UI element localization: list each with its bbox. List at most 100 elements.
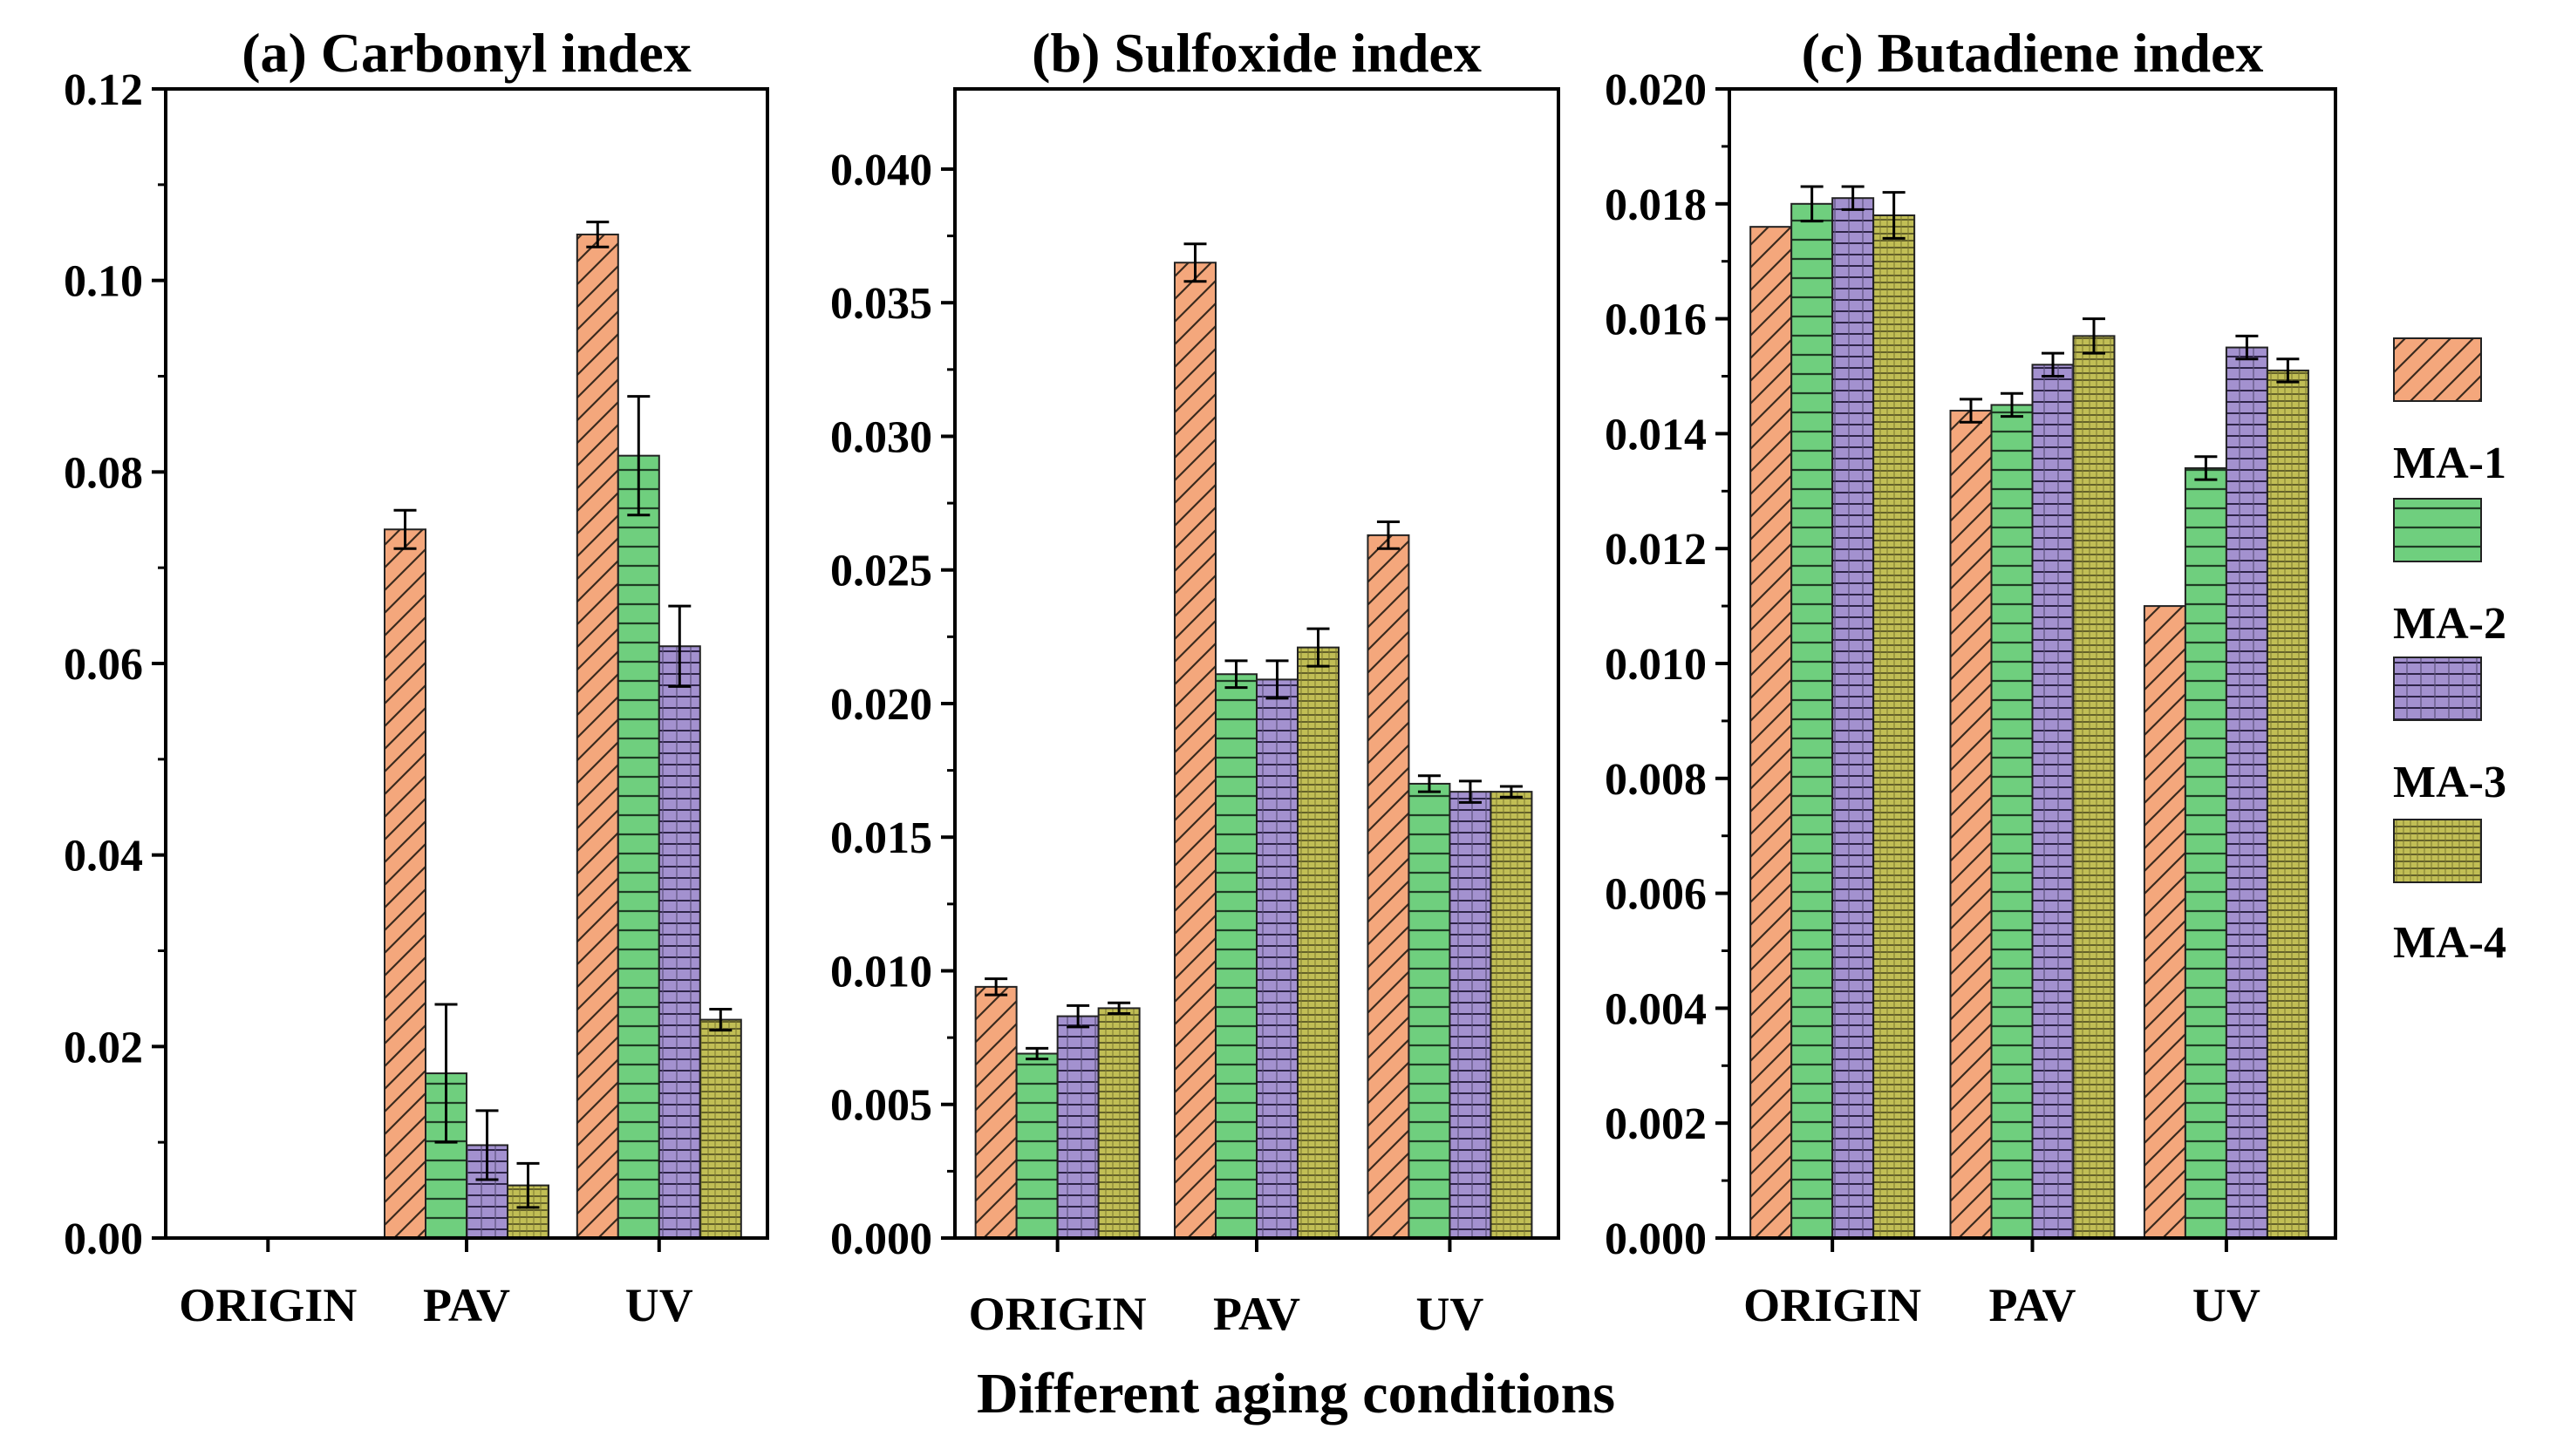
bar-ma-4-origin (1097, 1007, 1141, 1240)
y-tick-label: 0.06 (64, 640, 143, 690)
y-tick-label: 0.12 (64, 65, 143, 115)
error-bar-ma-2-uv (1417, 774, 1441, 793)
y-tick-label: 0.020 (830, 680, 932, 730)
y-tick-label: 0.015 (830, 813, 932, 863)
bar-ma-1-uv (2143, 605, 2186, 1239)
legend-swatch-ma-3 (2393, 657, 2482, 721)
legend-swatch-ma-1 (2393, 337, 2482, 402)
legend: MA-1 MA-2 MA-3 MA-4 (2393, 337, 2506, 968)
bar-ma-1-origin (1749, 226, 1793, 1239)
error-bar-ma-1-pav (1183, 242, 1207, 283)
y-tick-label: 0.004 (1605, 984, 1707, 1034)
x-tick-label-pav: PAV (423, 1279, 510, 1331)
panel-title: (c) Butadiene index (1802, 22, 2264, 84)
bar-ma-1-pav (1949, 410, 1993, 1240)
y-tick-label: 0.005 (830, 1081, 932, 1131)
error-bar-ma-1-pav (393, 508, 417, 550)
error-bar-ma-4-uv (2276, 357, 2300, 384)
y-tick-label: 0.016 (1605, 296, 1707, 345)
y-tick-label: 0.000 (830, 1214, 932, 1264)
y-tick-label: 0.10 (64, 257, 143, 307)
error-bar-ma-3-origin (1067, 1004, 1090, 1029)
y-tick-label: 0.012 (1605, 525, 1707, 575)
y-tick-label: 0.040 (830, 146, 932, 195)
bar-ma-3-uv (1449, 791, 1492, 1240)
legend-swatch-ma-4 (2393, 819, 2482, 883)
legend-label-ma-3: MA-3 (2393, 758, 2506, 807)
bar-ma-4-uv (1490, 791, 1533, 1240)
panel-title: (b) Sulfoxide index (1032, 22, 1482, 84)
x-axis-label: Different aging conditions (977, 1362, 1615, 1425)
error-bar-ma-3-uv (2235, 334, 2259, 361)
y-tick-label: 0.008 (1605, 755, 1707, 805)
legend-label-ma-4: MA-4 (2393, 918, 2506, 968)
error-bar-ma-4-uv (1499, 785, 1523, 799)
y-tick-label: 0.02 (64, 1023, 143, 1072)
y-tick-label: 0.08 (64, 448, 143, 498)
bar-ma-3-origin (1056, 1015, 1100, 1239)
error-bar-ma-3-pav (1265, 659, 1289, 700)
error-bar-ma-2-origin (1026, 1046, 1049, 1061)
y-tick-label: 0.010 (830, 947, 932, 997)
panel-title: (a) Carbonyl index (242, 22, 692, 84)
bar-ma-4-uv (2266, 369, 2309, 1240)
error-bar-ma-3-origin (1841, 185, 1865, 211)
error-bar-ma-4-uv (709, 1007, 733, 1032)
error-bar-ma-2-uv (627, 395, 651, 517)
error-bar-ma-2-pav (2001, 391, 2023, 418)
y-tick-label: 0.025 (830, 547, 932, 596)
bar-ma-4-pav (2072, 335, 2116, 1239)
y-tick-label: 0.010 (1605, 640, 1707, 690)
legend-label-ma-1: MA-1 (2393, 439, 2506, 488)
error-bar-ma-4-pav (1306, 627, 1330, 668)
bar-ma-3-pav (2031, 364, 2075, 1239)
x-tick-label-origin: ORIGIN (179, 1279, 357, 1331)
bar-ma-2-pav (1990, 404, 2034, 1239)
bar-ma-2-origin (1015, 1052, 1059, 1239)
error-bar-ma-2-pav (1224, 659, 1248, 690)
bar-ma-2-pav (1215, 673, 1258, 1239)
bar-ma-1-pav (1174, 262, 1217, 1239)
y-tick-label: 0.000 (1605, 1214, 1707, 1264)
x-tick-label-pav: PAV (1213, 1288, 1300, 1340)
bar-ma-1-uv (1367, 534, 1410, 1239)
panel-1: 0.00 0.02 0.04 0.06 0.08 0.10 0.12 ORIGIN PAV UV (… (64, 22, 769, 1331)
y-tick-label: 0.020 (1605, 65, 1707, 115)
bar-ma-4-origin (1872, 214, 1916, 1240)
bar-ma-1-pav (384, 528, 426, 1239)
error-bar-ma-3-pav (475, 1109, 499, 1181)
y-tick-label: 0.04 (64, 832, 143, 881)
error-bar-ma-2-uv (2194, 455, 2218, 481)
x-tick-label-uv: UV (2192, 1279, 2260, 1331)
error-bar-ma-4-pav (2083, 317, 2105, 355)
bar-ma-1-origin (974, 985, 1018, 1239)
error-bar-ma-1-uv (1376, 520, 1400, 550)
bar-ma-2-uv (1408, 782, 1451, 1239)
error-bar-ma-3-uv (1458, 779, 1482, 804)
legend-label-ma-2: MA-2 (2393, 599, 2506, 649)
y-tick-label: 0.018 (1605, 180, 1707, 230)
y-tick-label: 0.006 (1605, 870, 1707, 920)
bar-ma-4-uv (699, 1018, 742, 1239)
y-tick-label: 0.00 (64, 1214, 143, 1264)
bar-ma-3-pav (1256, 678, 1299, 1239)
y-tick-label: 0.002 (1605, 1099, 1707, 1149)
error-bar-ma-2-origin (1800, 185, 1824, 223)
x-tick-label-uv: UV (625, 1279, 693, 1331)
error-bar-ma-3-uv (668, 604, 692, 688)
bar-ma-2-uv (2184, 466, 2227, 1239)
panel-2: 0.000 0.005 0.010 0.015 0.020 0.025 0.030 0.035… (830, 22, 1560, 1340)
x-tick-label-uv: UV (1415, 1288, 1483, 1340)
bar-ma-1-uv (576, 233, 619, 1239)
bar-ma-3-uv (658, 645, 701, 1239)
x-tick-label-pav: PAV (1988, 1279, 2076, 1331)
legend-swatch-ma-2 (2393, 498, 2482, 562)
y-tick-label: 0.014 (1605, 410, 1707, 459)
x-tick-label-origin: ORIGIN (969, 1288, 1147, 1340)
bar-ma-3-origin (1831, 197, 1875, 1240)
error-bar-ma-4-origin (1882, 191, 1906, 240)
bar-ma-2-uv (617, 454, 660, 1239)
error-bar-ma-4-origin (1108, 1001, 1131, 1016)
error-bar-ma-1-pav (1960, 398, 1982, 424)
